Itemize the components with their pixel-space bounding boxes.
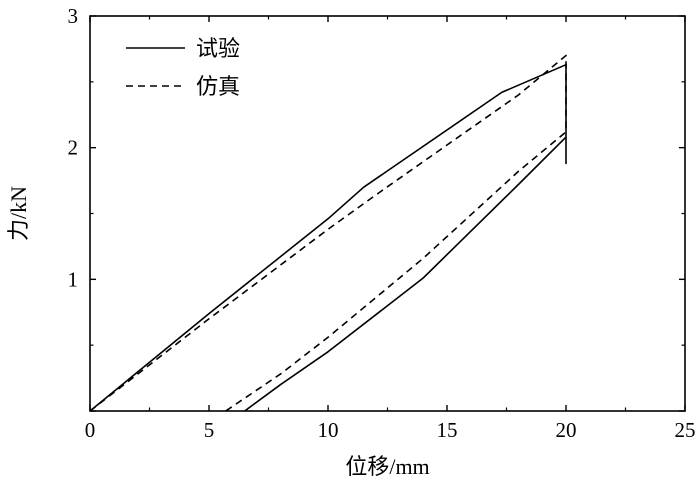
x-tick-label: 10: [318, 418, 339, 442]
x-tick-label: 25: [675, 418, 696, 442]
y-tick-label: 2: [68, 136, 79, 160]
series-layer: [89, 54, 567, 412]
x-tick-label: 15: [437, 418, 458, 442]
plot-border: [89, 15, 686, 412]
x-tick-label: 20: [556, 418, 577, 442]
series-line-1: [89, 63, 567, 412]
legend-label-2: 仿真: [196, 74, 240, 99]
x-tick-label: 5: [204, 418, 215, 442]
x-tick-label: 0: [85, 418, 96, 442]
plot-frame: [89, 15, 686, 412]
axis-ticks: [89, 15, 686, 412]
y-tick-label: 3: [68, 4, 79, 28]
y-tick-label: 1: [68, 267, 79, 291]
y-axis-label: 力/kN: [6, 186, 31, 241]
tick-labels: 0 5 10 15 20 25 1 2 3: [68, 4, 696, 442]
series-line-2: [89, 54, 567, 412]
x-axis-label: 位移/mm: [345, 454, 429, 479]
legend-label-1: 试验: [196, 36, 240, 61]
